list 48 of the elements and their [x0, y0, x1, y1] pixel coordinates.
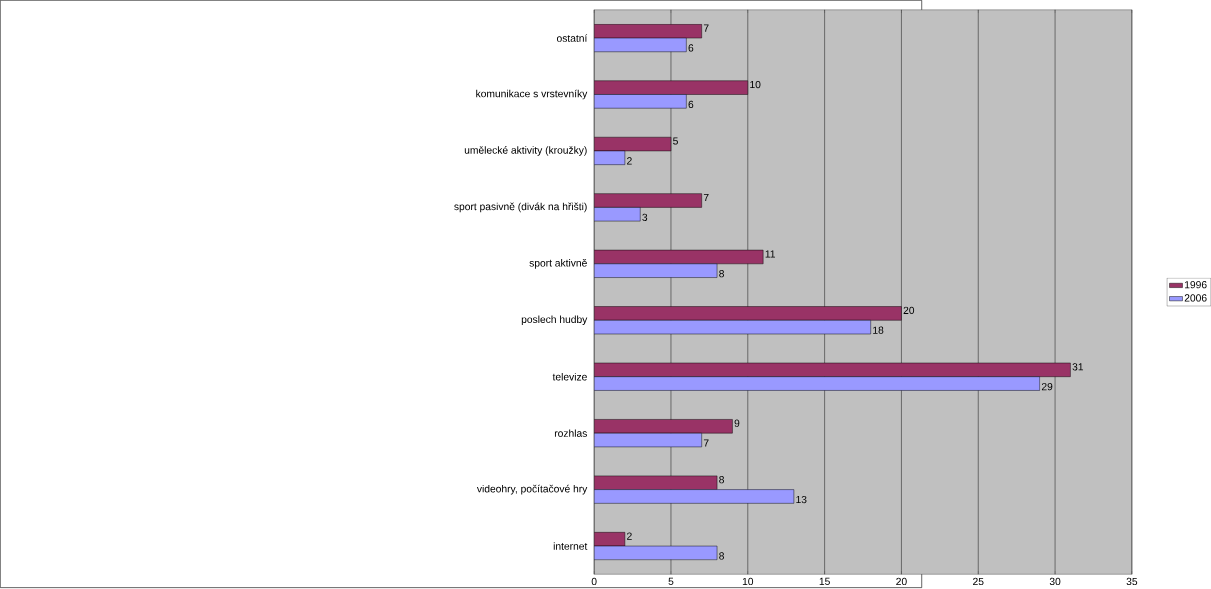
legend-label: 2006 — [1184, 294, 1207, 302]
y-tick-label: videohry, počítačové hry — [476, 485, 588, 495]
x-tick-label: 20 — [896, 578, 907, 586]
data-label: 7 — [703, 24, 709, 32]
data-label: 8 — [719, 552, 724, 560]
data-label: 7 — [703, 194, 709, 202]
y-tick-label: komunikace s vrstevníky — [476, 89, 588, 100]
bar — [594, 376, 1040, 391]
y-tick-label: umělecké aktivity (kroužky) — [464, 146, 587, 157]
data-label: 9 — [734, 419, 740, 428]
x-tick-label: 30 — [1049, 578, 1061, 586]
data-label: 7 — [703, 439, 709, 447]
bar — [594, 263, 718, 279]
y-tick-label: sport pasivně (divák na hřišti) — [454, 202, 587, 213]
x-tick-label: 15 — [819, 578, 830, 586]
data-label: 2 — [627, 157, 632, 165]
y-tick-label: televize — [552, 373, 587, 381]
x-tick-label: 25 — [973, 578, 984, 586]
bar — [594, 80, 749, 95]
x-tick-label: 10 — [742, 578, 754, 586]
x-tick-label: 5 — [668, 578, 674, 586]
data-label: 8 — [719, 476, 724, 484]
data-label: 8 — [719, 270, 724, 278]
y-tick-label: internet — [553, 542, 588, 551]
data-label: 18 — [873, 326, 884, 335]
bar — [594, 94, 687, 109]
bar — [594, 306, 902, 321]
data-label: 20 — [903, 306, 915, 315]
data-label: 13 — [796, 496, 807, 504]
data-label: 11 — [765, 250, 775, 258]
bar — [594, 489, 795, 504]
data-label: 6 — [688, 101, 694, 109]
y-tick-label: poslech hudby — [521, 315, 588, 326]
data-label: 6 — [688, 44, 694, 52]
x-tick-label: 0 — [591, 578, 597, 586]
data-label: 3 — [642, 213, 648, 222]
y-tick-label: ostatní — [556, 34, 588, 43]
data-label: 2 — [627, 532, 632, 540]
y-tick-label: rozhlas — [554, 429, 587, 438]
data-label: 10 — [750, 81, 761, 89]
legend-label: 1996 — [1185, 281, 1207, 289]
x-tick-label: 35 — [1126, 578, 1138, 586]
data-label: 29 — [1041, 383, 1053, 391]
data-label: 31 — [1072, 363, 1084, 371]
bar — [594, 193, 702, 208]
bar — [594, 419, 733, 434]
y-tick-label: sport aktivně — [529, 259, 587, 269]
data-label: 5 — [673, 137, 678, 145]
